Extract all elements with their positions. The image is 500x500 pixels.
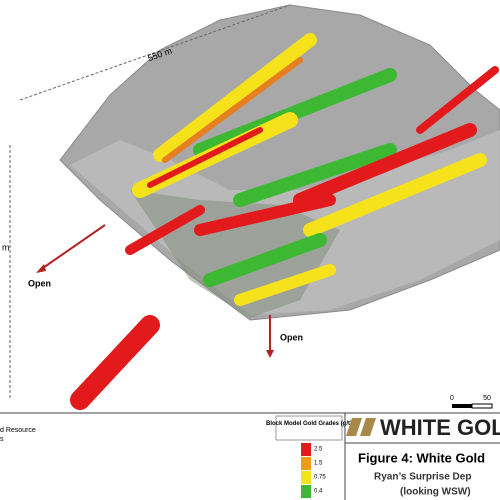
- legend-label: 0.4: [314, 489, 323, 495]
- ore-body: [303, 153, 487, 237]
- legend-left: s: [0, 436, 4, 443]
- ore-body: [70, 315, 160, 410]
- ore-body: [147, 127, 263, 188]
- legend-left: d Resource: [0, 427, 36, 434]
- scale-tick: 0: [450, 395, 454, 402]
- ore-body: [203, 233, 327, 287]
- ore-body: [162, 57, 303, 163]
- scale-tick: 50: [483, 395, 491, 402]
- legend-swatch: [301, 485, 311, 498]
- logo: WHITE GOL: [380, 415, 500, 440]
- caption-subtitle: Ryan’s Surprise Dep: [374, 472, 471, 483]
- ore-bodies: [70, 33, 499, 410]
- open-label: Open: [28, 278, 51, 288]
- logo-mark: [360, 418, 376, 436]
- vertical-label: m: [2, 242, 10, 252]
- legend-swatch: [301, 443, 311, 456]
- legend-box: [275, 415, 343, 441]
- legend-swatch: [301, 457, 311, 470]
- ore-body: [234, 264, 336, 306]
- caption-view: (looking WSW): [400, 487, 471, 498]
- ore-body: [416, 66, 499, 134]
- scale-segment: [471, 403, 493, 409]
- ore-body: [193, 68, 397, 157]
- legend-swatch: [301, 471, 311, 484]
- scale-segment: [452, 404, 472, 408]
- dimension-line: [19, 4, 291, 101]
- open-label: Open: [280, 332, 303, 342]
- logo-mark: [346, 418, 362, 436]
- ore-body: [125, 205, 205, 255]
- legend-title: Block Model Gold Grades (g/t): [266, 421, 352, 427]
- arrow-head: [36, 264, 46, 273]
- legend: 2.5 1.5 0.75 0.4: [301, 443, 326, 498]
- legend-label: 1.5: [314, 461, 323, 467]
- ore-body: [194, 194, 336, 236]
- caption-title: Figure 4: White Gold: [358, 450, 485, 465]
- ore-body: [153, 33, 317, 162]
- legend-label: 0.75: [314, 475, 326, 481]
- open-arrow: [39, 224, 106, 271]
- ore-body: [233, 143, 397, 207]
- legend-label: 2.5: [314, 447, 323, 453]
- arrow-head: [266, 350, 274, 358]
- ore-body: [293, 123, 477, 207]
